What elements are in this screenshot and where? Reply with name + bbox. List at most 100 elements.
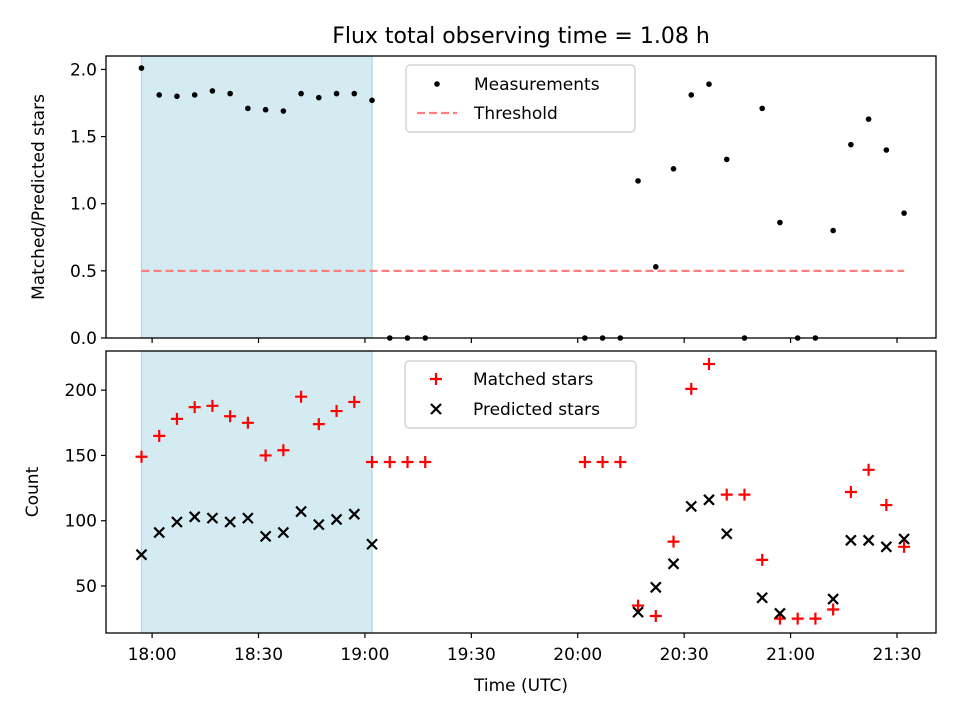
- matched-star-point: [188, 401, 201, 414]
- measurement-point: [706, 81, 712, 87]
- matched-star-point: [401, 455, 414, 468]
- measurement-point: [191, 92, 198, 98]
- matched-star-point: [224, 410, 237, 423]
- measurement-point: [333, 90, 340, 97]
- matched-star-point: [312, 418, 325, 431]
- matched-star-point: [596, 455, 609, 468]
- measurement-point: [245, 105, 251, 112]
- matched-star-point: [809, 612, 822, 625]
- legend-marker-predicted: [430, 403, 442, 415]
- measurement-point: [156, 92, 163, 98]
- count-panel: 50 100 150 200 18:00 18:30 19:00 19:30 20:00 20:3…: [23, 350, 937, 696]
- measurement-point: [227, 90, 233, 97]
- count-legend: Matched stars Predicted stars: [404, 360, 637, 429]
- matched-star-point: [880, 499, 893, 512]
- predicted-star-point: [153, 526, 165, 539]
- predicted-star-point: [206, 512, 219, 524]
- x-tick-label: 20:30: [660, 645, 709, 665]
- legend-marker-matched: [430, 373, 442, 385]
- measurement-point: [652, 264, 659, 270]
- measurement-point: [848, 141, 854, 148]
- predicted-star-point: [703, 494, 715, 506]
- count-y-tick-label: 100: [65, 512, 97, 532]
- figure-title: Flux total observing time = 1.08 h: [332, 24, 710, 49]
- count-shaded-region: [140, 350, 373, 634]
- ratio-y-tick-label: 1.5: [70, 128, 97, 148]
- x-tick-label: 21:00: [766, 645, 815, 665]
- x-tick-label: 20:00: [553, 645, 602, 665]
- measurement-point: [209, 88, 216, 94]
- matched-star-point: [259, 449, 272, 462]
- count-panel-frame: [105, 350, 937, 634]
- matched-star-point: [241, 416, 254, 429]
- matched-star-point: [756, 553, 769, 566]
- matched-star-point: [578, 455, 591, 468]
- ratio-y-tick-label: 0.0: [70, 329, 97, 349]
- count-y-tick-label: 150: [65, 446, 97, 466]
- predicted-star-point: [720, 528, 733, 540]
- legend-label-predicted: Predicted stars: [473, 400, 600, 420]
- matched-star-point: [330, 405, 343, 418]
- predicted-star-point: [242, 512, 254, 524]
- matched-star-point: [153, 429, 166, 442]
- ratio-shaded-region: [140, 55, 373, 339]
- predicted-star-point: [313, 518, 325, 531]
- measurement-point: [901, 210, 907, 216]
- predicted-star-point: [224, 516, 236, 528]
- measurement-point: [369, 97, 375, 104]
- matched-star-point: [649, 610, 662, 623]
- measurement-point: [830, 227, 836, 234]
- predicted-star-point: [171, 516, 183, 528]
- x-tick-label: 18:00: [128, 645, 177, 665]
- ratio-y-tick-label: 1.0: [70, 195, 97, 215]
- measurement-point: [262, 106, 269, 113]
- predicted-star-point: [330, 513, 343, 526]
- measurement-point: [688, 92, 695, 98]
- x-axis-label: Time (UTC): [473, 676, 568, 696]
- count-y-tick-label: 200: [65, 381, 97, 401]
- predicted-star-point: [348, 508, 361, 520]
- ratio-legend: Measurements Threshold: [405, 64, 636, 133]
- measurement-point: [280, 108, 287, 114]
- matched-star-point: [419, 455, 432, 468]
- ratio-y-axis-label: Matched/Predicted stars: [29, 94, 49, 300]
- matched-star-point: [685, 382, 698, 395]
- matched-star-point: [632, 599, 645, 612]
- matched-star-point: [295, 390, 308, 403]
- measurement-point: [759, 105, 765, 112]
- predicted-star-point: [880, 541, 893, 553]
- legend-label-measurements: Measurements: [474, 75, 600, 95]
- predicted-star-point: [774, 607, 786, 620]
- predicted-star-point: [188, 511, 201, 523]
- predicted-star-point: [277, 526, 290, 539]
- predicted-star-point: [827, 593, 839, 605]
- ratio-panel: 0.00.51.01.52.0 Matched/Predicted stars …: [29, 55, 937, 349]
- measurement-point: [670, 166, 677, 172]
- legend-label-matched: Matched stars: [473, 370, 593, 390]
- matched-star-point: [277, 444, 290, 457]
- ratio-y-tick-label: 0.5: [70, 262, 97, 282]
- measurement-point: [883, 147, 890, 153]
- predicted-star-point: [845, 534, 857, 547]
- predicted-star-point: [685, 500, 698, 513]
- measurement-point: [635, 178, 641, 184]
- count-legend-box: [404, 360, 637, 429]
- matched-star-point: [614, 455, 627, 468]
- ratio-y-tick-label: 2.0: [70, 60, 97, 80]
- matched-star-point: [366, 455, 379, 468]
- matched-star-point: [862, 463, 875, 476]
- predicted-star-point: [756, 591, 768, 604]
- predicted-star-point: [667, 558, 680, 570]
- matched-star-point: [702, 358, 715, 371]
- measurement-point: [723, 156, 730, 163]
- predicted-star-point: [650, 581, 662, 594]
- predicted-star-point: [259, 530, 272, 543]
- matched-star-point: [738, 488, 751, 501]
- measurement-point: [865, 116, 872, 122]
- predicted-star-point: [366, 538, 378, 550]
- count-y-tick-label: 50: [75, 577, 97, 597]
- measurement-point: [174, 93, 180, 100]
- matched-star-point: [383, 455, 396, 468]
- matched-star-point: [720, 488, 733, 501]
